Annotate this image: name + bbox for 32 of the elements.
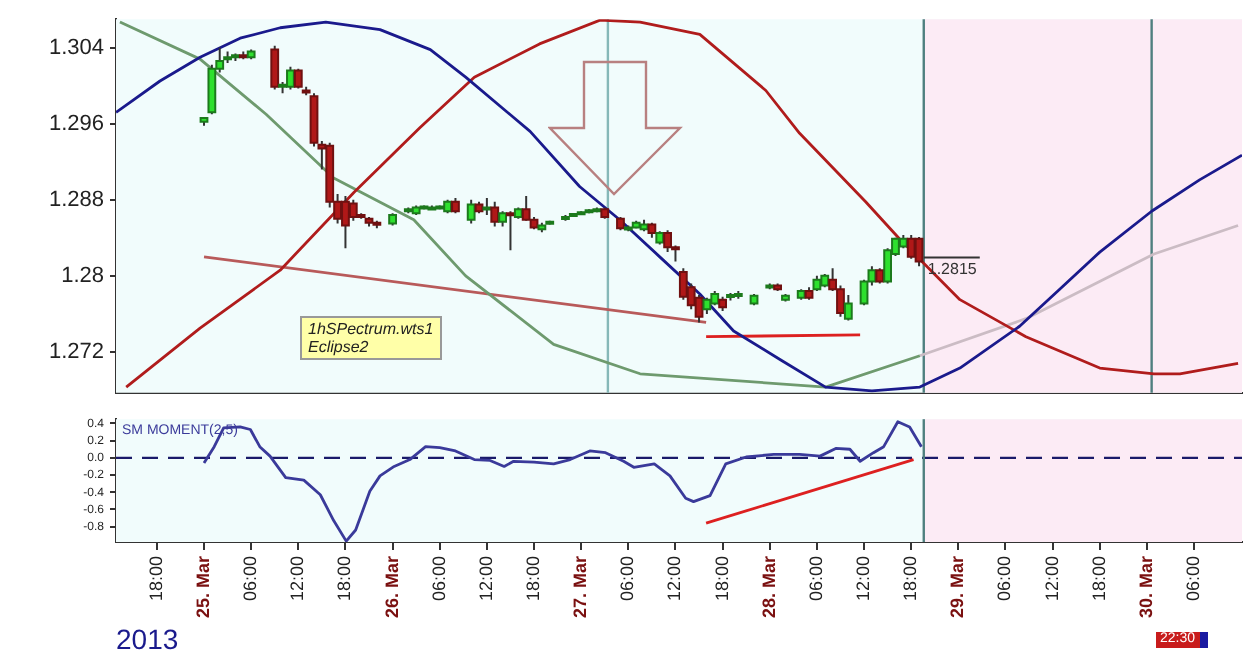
x-tick-label: 12:00 [475,556,496,602]
y-tick-label: 1.272 [48,339,104,364]
x-tick-label: 18:00 [145,556,166,602]
x-tick-label: 25. Mar [192,555,213,619]
y-tick-label: 1.304 [48,35,104,60]
x-tick-label: 30. Mar [1135,555,1156,619]
x-tick-label: 06:00 [994,556,1015,602]
x-tick-label: 06:00 [1183,556,1204,602]
x-axis-title: 2013 [116,622,179,655]
x-tick-label: 27. Mar [570,555,591,619]
x-tick-label: 06:00 [240,556,261,602]
annotation: 1.2815 [927,260,978,279]
x-tick-label: 28. Mar [758,555,779,619]
x-tick-label: 12:00 [853,556,874,602]
y-tick-label: 1.28 [61,263,104,288]
x-tick-label: 12:00 [287,556,308,602]
annotation: 1hSPectrum.wts1 [308,320,434,339]
x-tick-label: 26. Mar [381,555,402,619]
x-tick-label: 18:00 [523,556,543,602]
x-tick-label: 18:00 [900,556,921,602]
y-tick-label: 1.288 [48,187,104,212]
x-tick-label: 06:00 [617,556,638,602]
x-tick-label: 29. Mar [947,555,968,619]
y-tick-label: 1.296 [48,111,104,136]
x-tick-label: 18:00 [711,556,732,602]
annotation: Eclipse2 [308,338,371,357]
x-tick-label: 18:00 [334,556,355,602]
x-tick-label: 18:00 [1088,556,1109,602]
x-tick-label: 06:00 [805,556,826,602]
x-tick-label: 12:00 [1041,556,1062,602]
x-tick-label: 12:00 [664,556,685,602]
x-tick-label: 06:00 [428,556,449,602]
